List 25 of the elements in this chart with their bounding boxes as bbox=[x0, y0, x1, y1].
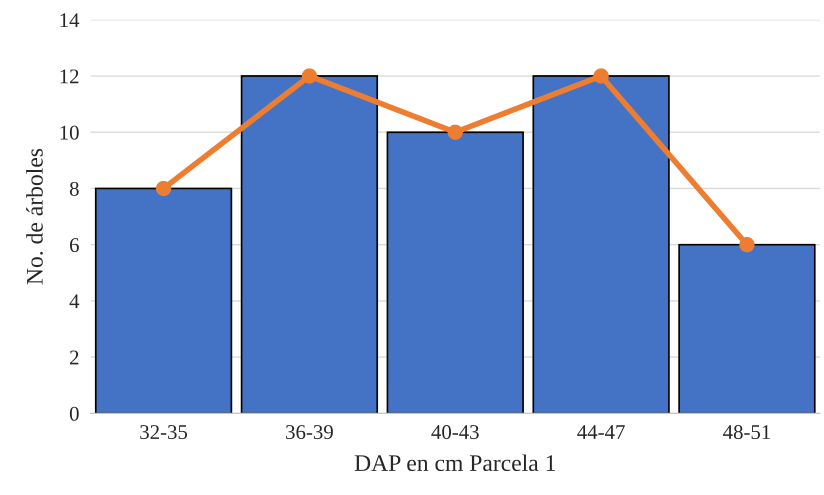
x-axis-title: DAP en cm Parcela 1 bbox=[354, 454, 556, 472]
point bbox=[593, 68, 609, 84]
y-tick-label: 6 bbox=[70, 238, 79, 252]
y-tick-label: 14 bbox=[60, 13, 80, 28]
y-tick-label: 4 bbox=[70, 294, 80, 308]
x-tick-label: 32-35 bbox=[140, 425, 188, 440]
x-tick-label: 48-51 bbox=[723, 425, 770, 440]
point bbox=[156, 180, 172, 196]
point bbox=[739, 237, 755, 252]
y-tick-label: 10 bbox=[60, 126, 79, 140]
bar bbox=[94, 188, 232, 414]
bar bbox=[240, 75, 378, 414]
y-tick-label: 12 bbox=[60, 69, 78, 84]
x-tick-label: 44-47 bbox=[577, 425, 625, 439]
y-tick-label: 8 bbox=[70, 182, 79, 196]
point bbox=[302, 68, 318, 84]
bar bbox=[678, 244, 816, 414]
y-axis-title: No. de árboles bbox=[26, 148, 43, 284]
bar bbox=[386, 131, 524, 414]
y-tick-label: 0 bbox=[70, 406, 79, 421]
point bbox=[448, 124, 463, 140]
x-tick-label: 40-43 bbox=[431, 425, 479, 440]
x-tick-label: 36-39 bbox=[286, 425, 333, 440]
bar bbox=[532, 75, 670, 414]
y-tick-label: 2 bbox=[70, 350, 78, 364]
